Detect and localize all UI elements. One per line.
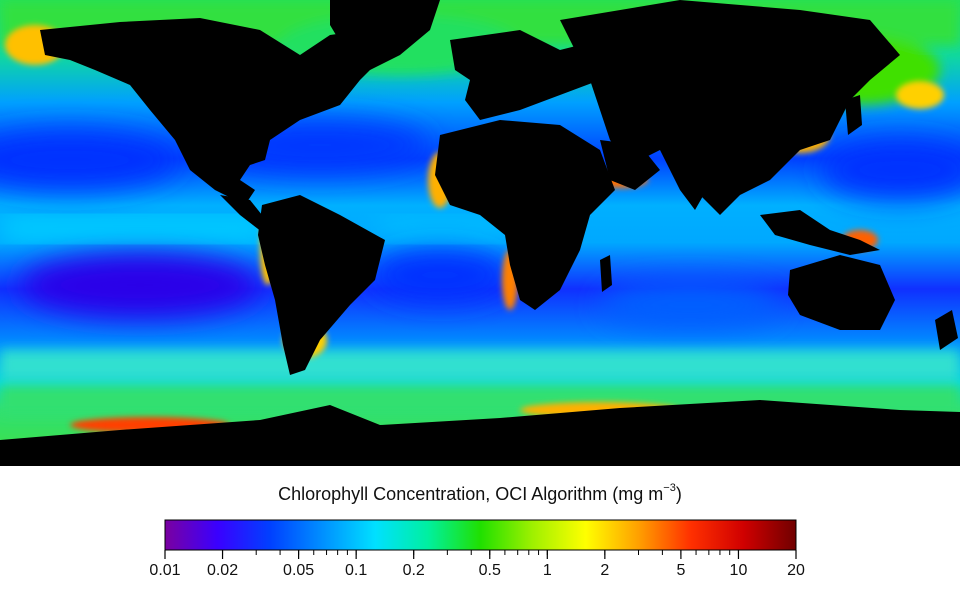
colorbar-tick-label: 0.01 <box>149 562 181 579</box>
colorbar-title: Chlorophyll Concentration, OCI Algorithm… <box>0 482 960 505</box>
southern-ocean-band <box>0 350 960 415</box>
colorbar-tick-label: 0.2 <box>402 562 425 579</box>
colorbar-tick-label: 0.1 <box>345 562 368 579</box>
colorbar-title-exponent: −3 <box>663 482 676 494</box>
land-se-asia <box>760 210 880 255</box>
colorbar-gradient <box>164 519 797 551</box>
colorbar-tick-label: 0.05 <box>283 562 315 579</box>
colorbar-tick-label: 2 <box>600 562 610 579</box>
land-antarctica <box>0 400 960 466</box>
colorbar-tick-label: 1 <box>542 562 552 579</box>
equatorial-band <box>0 218 510 240</box>
colorbar-title-close: ) <box>675 484 682 504</box>
land-asia <box>560 0 900 215</box>
land-japan <box>845 95 862 135</box>
colorbar: 0.01 0.02 0.05 0.1 0.2 0.5 1 2 5 10 20 <box>0 510 960 600</box>
colorbar-title-text: Chlorophyll Concentration, OCI Algorithm… <box>278 484 664 504</box>
landmasses <box>0 0 960 466</box>
land-india <box>660 150 715 210</box>
colorbar-tick-label: 20 <box>787 562 805 579</box>
map-image <box>0 0 960 466</box>
land-madagascar <box>600 255 612 292</box>
colorbar-graphic <box>164 519 797 559</box>
colorbar-tick-label: 0.5 <box>478 562 501 579</box>
land-arabia <box>600 140 660 190</box>
colorbar-tick-label: 10 <box>729 562 748 579</box>
chlorophyll-world-map <box>0 0 960 466</box>
land-new-zealand <box>935 310 958 350</box>
land-south-america <box>258 195 385 375</box>
land-greenland <box>330 0 440 70</box>
land-australia <box>788 255 895 330</box>
land-europe <box>450 30 600 120</box>
colorbar-tick-label: 5 <box>676 562 686 579</box>
land-north-america <box>40 18 380 205</box>
colorbar-tick-label: 0.02 <box>206 562 239 579</box>
land-africa <box>435 120 615 310</box>
land-central-america <box>220 195 270 232</box>
